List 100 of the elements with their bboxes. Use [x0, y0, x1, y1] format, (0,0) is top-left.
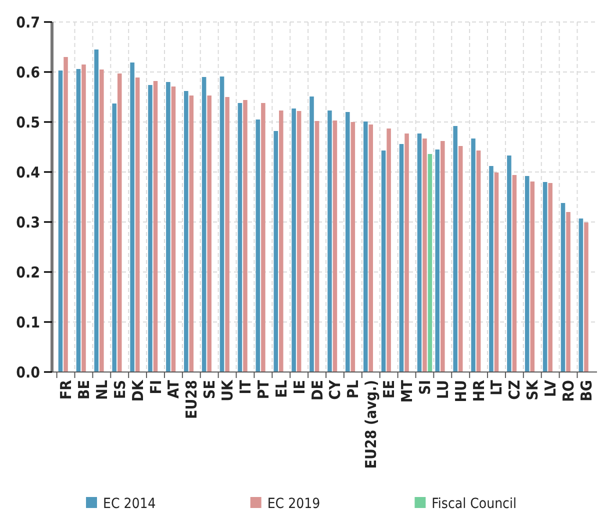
bar	[476, 150, 481, 372]
x-tick-label: EU28 (avg.)	[362, 380, 380, 469]
y-tick-label: 0.0	[16, 363, 40, 382]
bar	[58, 70, 63, 372]
bar	[153, 81, 158, 372]
bar	[328, 110, 332, 372]
bar	[117, 74, 122, 372]
x-tick-label: MT	[398, 379, 416, 403]
x-tick-label: IE	[290, 380, 308, 394]
bar	[148, 85, 152, 372]
x-tick-label: UK	[218, 379, 237, 402]
bar	[207, 96, 212, 372]
bar	[507, 156, 512, 372]
x-tick-label: RO	[560, 380, 578, 402]
bar	[368, 124, 374, 372]
x-tick-label: LU	[434, 380, 452, 400]
x-tick-label: LV	[542, 379, 560, 397]
bar	[458, 146, 463, 372]
bar	[578, 218, 584, 372]
y-tick-label: 0.4	[16, 163, 40, 182]
bar	[399, 144, 404, 372]
y-tick-label: 0.3	[16, 213, 40, 232]
bar	[404, 134, 409, 372]
x-tick-label: NL	[92, 380, 111, 400]
bar	[453, 126, 458, 372]
bar	[189, 96, 194, 372]
bar	[566, 212, 570, 372]
bar	[542, 182, 548, 372]
bar	[100, 70, 104, 372]
x-tick-label: EU28	[182, 380, 201, 419]
bar	[314, 121, 320, 372]
bar	[130, 62, 134, 372]
x-tick-label: BE	[74, 380, 93, 400]
bar	[489, 166, 494, 372]
bar	[428, 154, 432, 372]
y-tick-label: 0.6	[16, 63, 40, 82]
bar	[296, 111, 302, 372]
bar	[560, 203, 566, 372]
x-tick-label: PT	[254, 379, 272, 400]
bar	[278, 110, 284, 372]
legend-label: EC 2019	[267, 496, 320, 512]
x-tick-label: CY	[326, 380, 344, 400]
bar	[548, 183, 552, 372]
x-tick-label: DK	[128, 379, 147, 402]
bar	[346, 112, 350, 372]
bar	[363, 122, 368, 372]
bar	[184, 91, 188, 372]
bar	[166, 82, 170, 372]
bar	[350, 122, 356, 372]
x-tick-label: SI	[416, 380, 434, 395]
bar	[422, 138, 427, 372]
bar	[112, 104, 116, 372]
bar	[440, 141, 445, 372]
x-tick-label: PL	[344, 380, 362, 398]
bar	[64, 57, 68, 372]
bar	[386, 128, 391, 372]
bar	[225, 97, 230, 372]
bar	[171, 86, 176, 372]
bar	[332, 120, 338, 372]
bar	[524, 176, 530, 372]
bar	[94, 50, 99, 372]
x-tick-label: BG	[577, 380, 596, 402]
y-tick-label: 0.2	[16, 263, 40, 282]
y-tick-label: 0.7	[16, 13, 40, 32]
x-tick-label: FI	[146, 380, 165, 394]
legend-label: Fiscal Council	[432, 496, 516, 512]
x-tick-label: IT	[236, 379, 254, 394]
bar	[292, 108, 296, 372]
bar	[261, 103, 266, 372]
x-tick-label: EL	[272, 380, 290, 398]
y-tick-label: 0.1	[16, 313, 40, 332]
bar	[243, 100, 248, 372]
x-tick-label: FR	[57, 379, 76, 400]
x-tick-label: CZ	[506, 380, 524, 400]
bar	[310, 96, 314, 372]
bar	[238, 103, 242, 372]
bar	[494, 172, 499, 372]
x-tick-label: LT	[488, 379, 506, 396]
bar	[274, 131, 278, 372]
bar	[584, 222, 588, 372]
bar	[512, 175, 517, 372]
bar	[381, 150, 386, 372]
bar	[256, 120, 260, 372]
bar	[135, 78, 140, 372]
bar	[530, 182, 535, 372]
legend-label: EC 2014	[103, 496, 156, 512]
bar	[220, 76, 224, 372]
x-tick-label: EE	[380, 380, 398, 398]
x-tick-label: ES	[110, 380, 129, 399]
x-tick-label: SE	[200, 380, 219, 399]
x-tick-label: AT	[164, 379, 183, 398]
y-tick-label: 0.5	[16, 113, 40, 132]
bar	[202, 77, 206, 372]
bar	[417, 134, 422, 372]
bar	[76, 69, 81, 372]
x-tick-label: HU	[452, 380, 470, 402]
x-tick-label: DE	[308, 380, 326, 400]
bar	[471, 138, 476, 372]
x-tick-label: HR	[470, 379, 488, 402]
bar	[82, 64, 86, 372]
